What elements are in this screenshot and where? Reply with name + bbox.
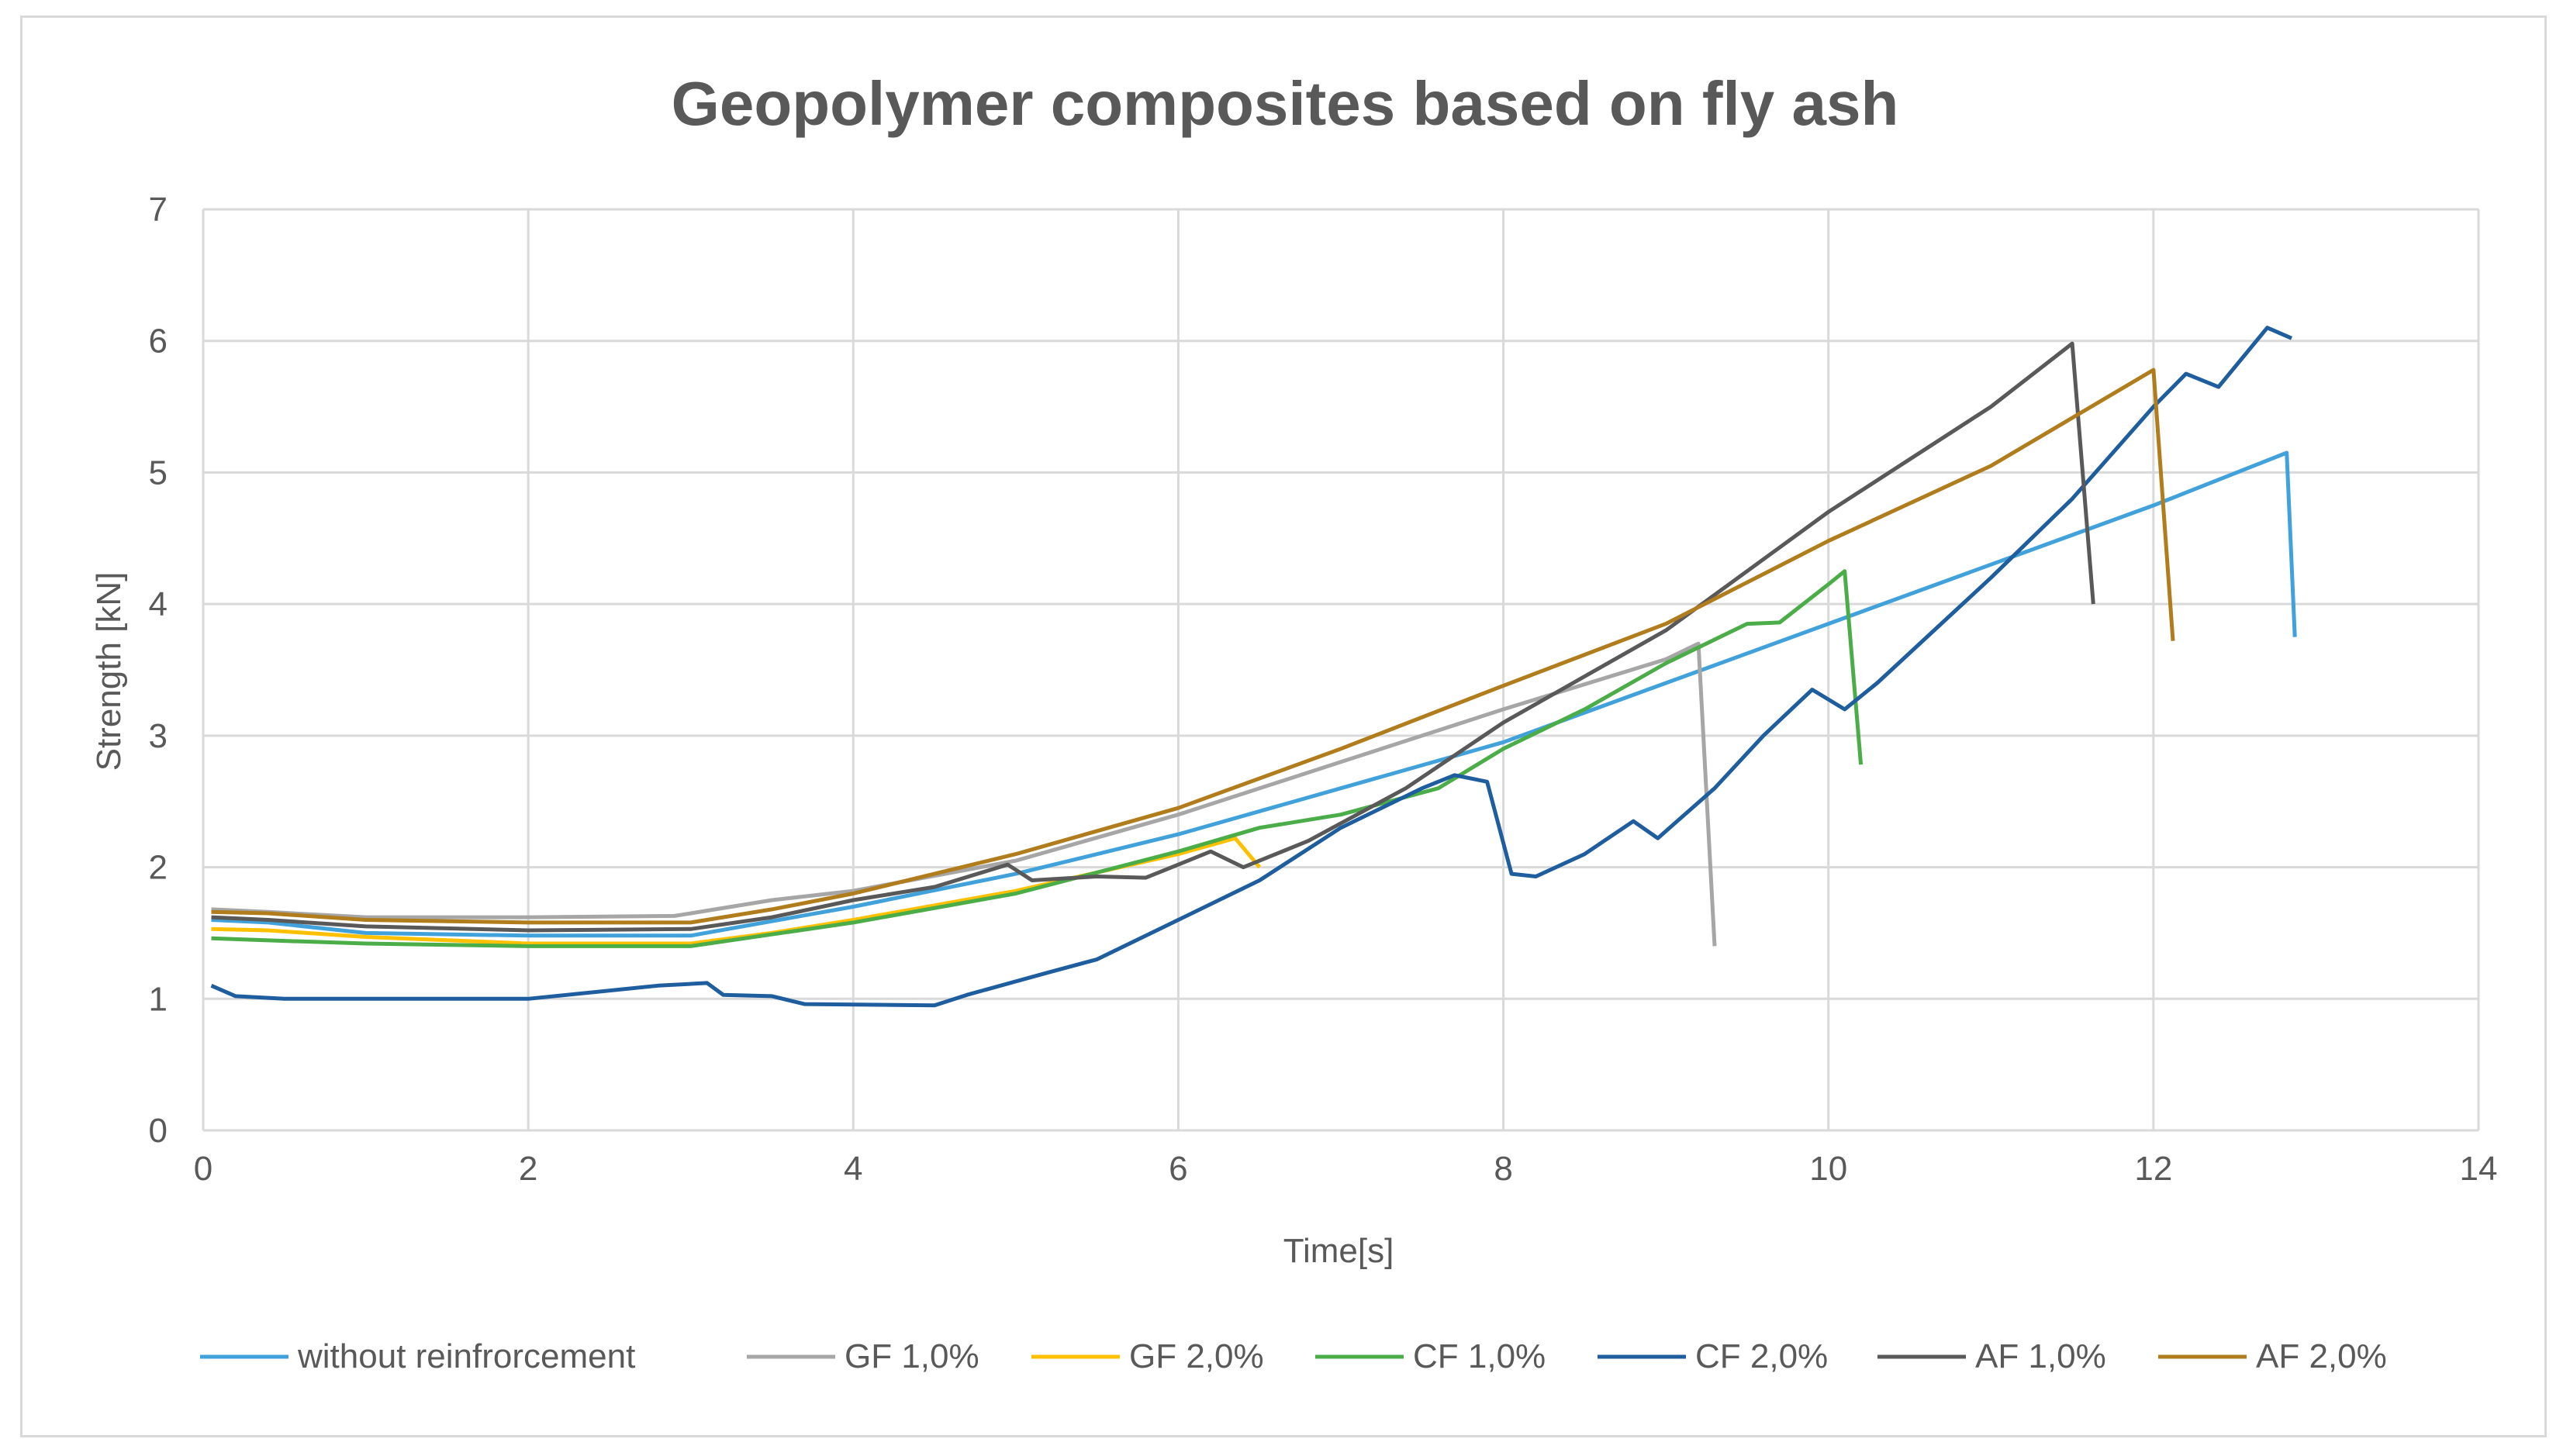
y-tick-label: 2	[149, 849, 168, 887]
y-tick-label: 6	[149, 323, 168, 361]
y-tick-label: 4	[149, 585, 168, 623]
x-tick-label: 6	[1169, 1150, 1187, 1188]
legend-entry: GF 1,0%	[845, 1337, 979, 1375]
y-tick-label: 7	[149, 191, 168, 229]
x-tick-label: 8	[1494, 1150, 1512, 1188]
y-axis-label: Strength [kN]	[90, 572, 128, 771]
series-line	[211, 450, 2297, 938]
x-tick-label: 14	[2460, 1150, 2498, 1188]
legend-entry: GF 2,0%	[1129, 1337, 1264, 1375]
x-tick-label: 10	[1809, 1150, 1847, 1188]
series-line	[211, 569, 1864, 948]
series-line	[211, 341, 2095, 933]
series-lines	[210, 326, 2297, 1008]
chart-frame	[20, 16, 2547, 1437]
y-tick-label: 5	[149, 454, 168, 492]
x-tick-label: 0	[194, 1150, 212, 1188]
x-axis-label: Time[s]	[1283, 1232, 1394, 1270]
legend-entry: CF 1,0%	[1413, 1337, 1546, 1375]
y-tick-label: 1	[149, 980, 168, 1018]
x-tick-label: 4	[844, 1150, 862, 1188]
legend-entry: AF 1,0%	[1975, 1337, 2106, 1375]
chart-title: Geopolymer composites based on fly ash	[671, 69, 1899, 138]
y-tick-labels: 0 1 2 3 4 5 6 7	[149, 191, 168, 1150]
x-tick-label: 2	[519, 1150, 537, 1188]
legend-entry: without reinfrorcement	[297, 1337, 635, 1375]
legend: without reinfrorcement GF 1,0% GF 2,0% CF 1…	[200, 1337, 2387, 1375]
y-tick-label: 0	[149, 1112, 168, 1150]
series-line	[210, 326, 2292, 1008]
x-tick-labels: 0 2 4 6 8 10 12 14	[194, 1150, 2498, 1188]
legend-entry: CF 2,0%	[1695, 1337, 1828, 1375]
legend-entry: AF 2,0%	[2256, 1337, 2387, 1375]
x-tick-label: 12	[2134, 1150, 2172, 1188]
grid-lines	[202, 208, 2480, 1132]
y-tick-label: 3	[149, 717, 168, 755]
series-line	[211, 367, 2175, 925]
